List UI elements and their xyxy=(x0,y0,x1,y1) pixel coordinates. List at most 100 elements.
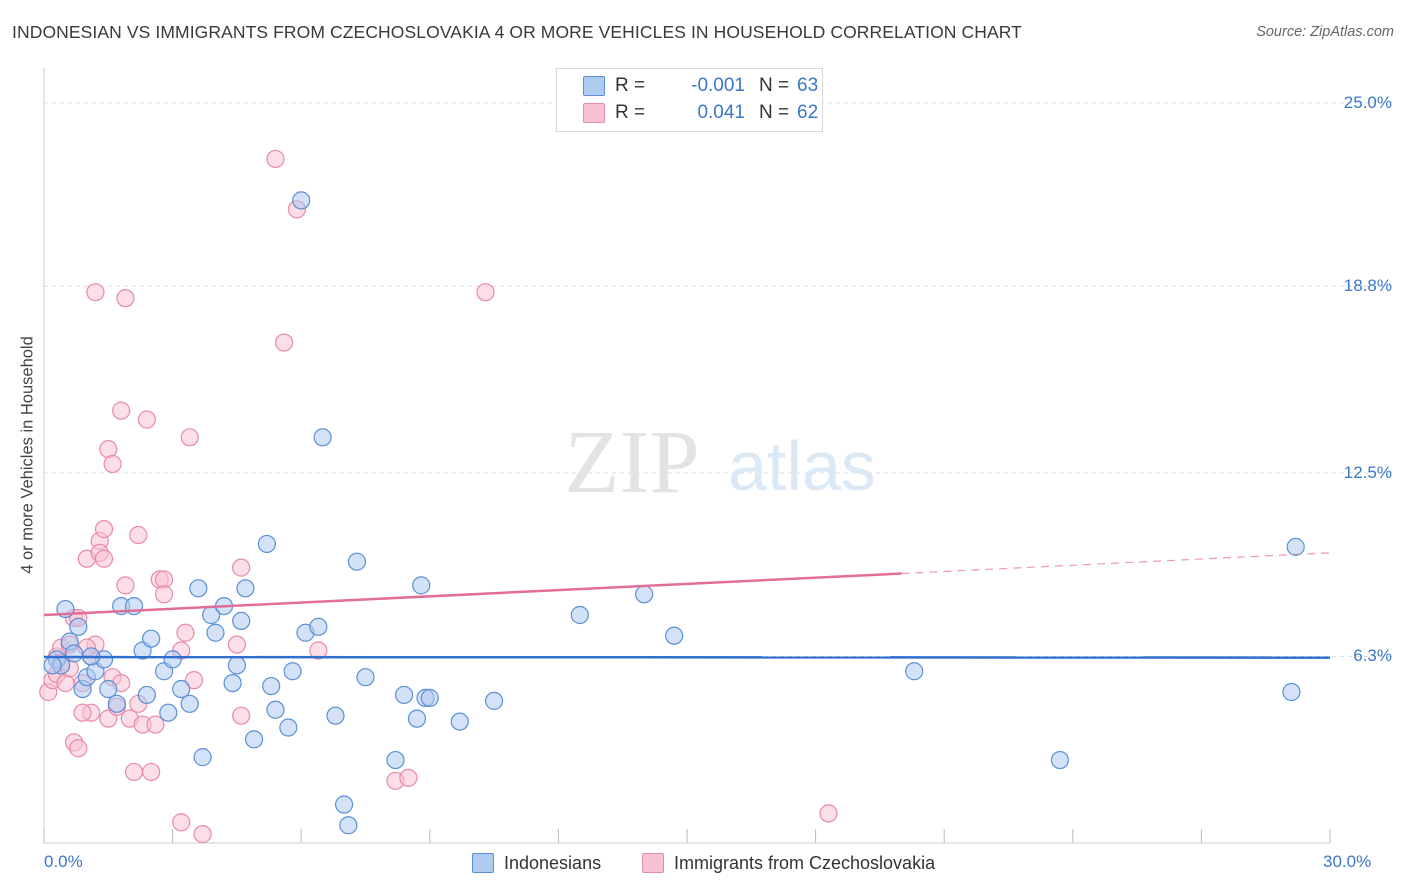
indonesians-point xyxy=(279,718,298,737)
correlation-legend: R = -0.001 N = 63 R = 0.041 N = 62 xyxy=(556,68,823,132)
indonesians-point xyxy=(326,706,345,725)
czechoslovakia-point xyxy=(193,825,212,844)
indonesians-point xyxy=(356,668,375,687)
indonesians-point xyxy=(394,685,414,705)
bottom-legend-swatch-blue xyxy=(472,853,494,873)
indonesians-point xyxy=(283,662,302,681)
czechoslovakia-point xyxy=(129,525,148,545)
y-axis-label: 4 or more Vehicles in Household xyxy=(18,336,37,574)
czechoslovakia-point xyxy=(154,585,174,604)
pink-points xyxy=(39,149,838,844)
czechoslovakia-point xyxy=(399,768,418,787)
czechoslovakia-point xyxy=(137,410,156,429)
legend-n-value: 62 xyxy=(797,102,819,123)
czechoslovakia-point xyxy=(819,804,838,823)
indonesians-point xyxy=(180,694,199,713)
indonesians-point xyxy=(386,750,405,770)
czechoslovakia-point xyxy=(94,549,114,568)
czechoslovakia-point xyxy=(184,671,204,690)
indonesians-point xyxy=(334,795,354,814)
legend-swatch-pink xyxy=(583,103,605,123)
bottom-legend-czechoslovakia: Immigrants from Czechoslovakia xyxy=(642,851,935,875)
indonesians-point xyxy=(665,626,684,645)
indonesians-point xyxy=(227,656,246,675)
trend-lines xyxy=(43,552,1331,659)
indonesians-point xyxy=(137,685,156,705)
indonesians-point xyxy=(163,650,182,669)
indonesians-point xyxy=(1050,750,1070,770)
czechoslovakia-point xyxy=(180,428,199,447)
czechoslovakia-point xyxy=(172,813,191,832)
czechoslovakia-point xyxy=(309,641,328,660)
indonesians-point xyxy=(412,576,431,595)
czechoslovakia-point xyxy=(227,635,246,654)
trend-line-solid xyxy=(43,655,1331,659)
czechoslovakia-point xyxy=(476,283,495,302)
legend-swatch-blue xyxy=(583,76,605,96)
indonesians-point xyxy=(232,611,251,631)
indonesians-point xyxy=(244,730,264,749)
czechoslovakia-point xyxy=(124,762,144,782)
indonesians-point xyxy=(159,703,178,722)
indonesians-point xyxy=(309,617,328,636)
czechoslovakia-point xyxy=(73,703,92,722)
indonesians-point xyxy=(236,579,255,598)
legend-r-label: R = xyxy=(615,75,646,96)
legend-n-label: N = xyxy=(759,102,790,123)
x-tick-label-min: 0.0% xyxy=(44,852,83,871)
indonesians-point xyxy=(223,673,242,693)
indonesians-point xyxy=(339,816,358,835)
source-label: Source: ZipAtlas.com xyxy=(1256,24,1394,40)
legend-r-value: -0.001 xyxy=(691,75,745,96)
bottom-legend-swatch-pink xyxy=(642,853,664,873)
watermark-zip: ZIP xyxy=(565,413,700,512)
czechoslovakia-point xyxy=(103,454,122,474)
indonesians-point xyxy=(420,688,439,707)
indonesians-point xyxy=(69,617,88,636)
legend-r-label: R = xyxy=(615,102,646,123)
czechoslovakia-point xyxy=(142,762,161,782)
czechoslovakia-point xyxy=(266,149,285,169)
indonesians-point xyxy=(407,709,427,728)
indonesians-point xyxy=(635,585,654,604)
bottom-legend-label: Immigrants from Czechoslovakia xyxy=(674,852,936,873)
indonesians-point xyxy=(570,605,589,625)
indonesians-point xyxy=(142,629,161,648)
indonesians-point xyxy=(257,534,277,554)
indonesians-point xyxy=(172,679,191,699)
indonesians-point xyxy=(313,428,332,447)
indonesians-point xyxy=(107,694,126,713)
czechoslovakia-point xyxy=(274,333,294,352)
y-tick-label: 25.0% xyxy=(1343,92,1392,112)
indonesians-point xyxy=(1282,682,1301,702)
legend-n-value: 63 xyxy=(797,75,819,96)
indonesians-point xyxy=(485,691,504,710)
watermark: ZIP atlas xyxy=(565,413,876,512)
watermark-atlas: atlas xyxy=(728,427,876,505)
czechoslovakia-point xyxy=(69,739,88,758)
indonesians-point xyxy=(905,662,924,681)
indonesians-point xyxy=(189,579,208,598)
indonesians-point xyxy=(206,623,225,642)
czechoslovakia-point xyxy=(146,715,165,734)
indonesians-point xyxy=(266,700,285,719)
legend-n-label: N = xyxy=(759,75,790,96)
czechoslovakia-point xyxy=(116,289,135,308)
y-tick-label: 18.8% xyxy=(1343,276,1392,296)
trend-line-solid xyxy=(43,572,902,617)
legend-r-value: 0.041 xyxy=(697,102,745,123)
bottom-legend-label: Indonesians xyxy=(504,852,602,873)
indonesians-point xyxy=(450,712,469,731)
chart-title: INDONESIAN VS IMMIGRANTS FROM CZECHOSLOV… xyxy=(12,22,1022,42)
czechoslovakia-point xyxy=(112,401,131,420)
blue-points xyxy=(43,191,1305,835)
indonesians-point xyxy=(43,656,62,675)
axes xyxy=(43,68,1331,844)
czechoslovakia-point xyxy=(232,706,251,725)
indonesians-point xyxy=(262,676,281,696)
indonesians-point xyxy=(292,191,311,210)
czechoslovakia-point xyxy=(176,623,195,642)
trend-line-dashed xyxy=(901,552,1331,575)
czechoslovakia-point xyxy=(94,520,114,539)
